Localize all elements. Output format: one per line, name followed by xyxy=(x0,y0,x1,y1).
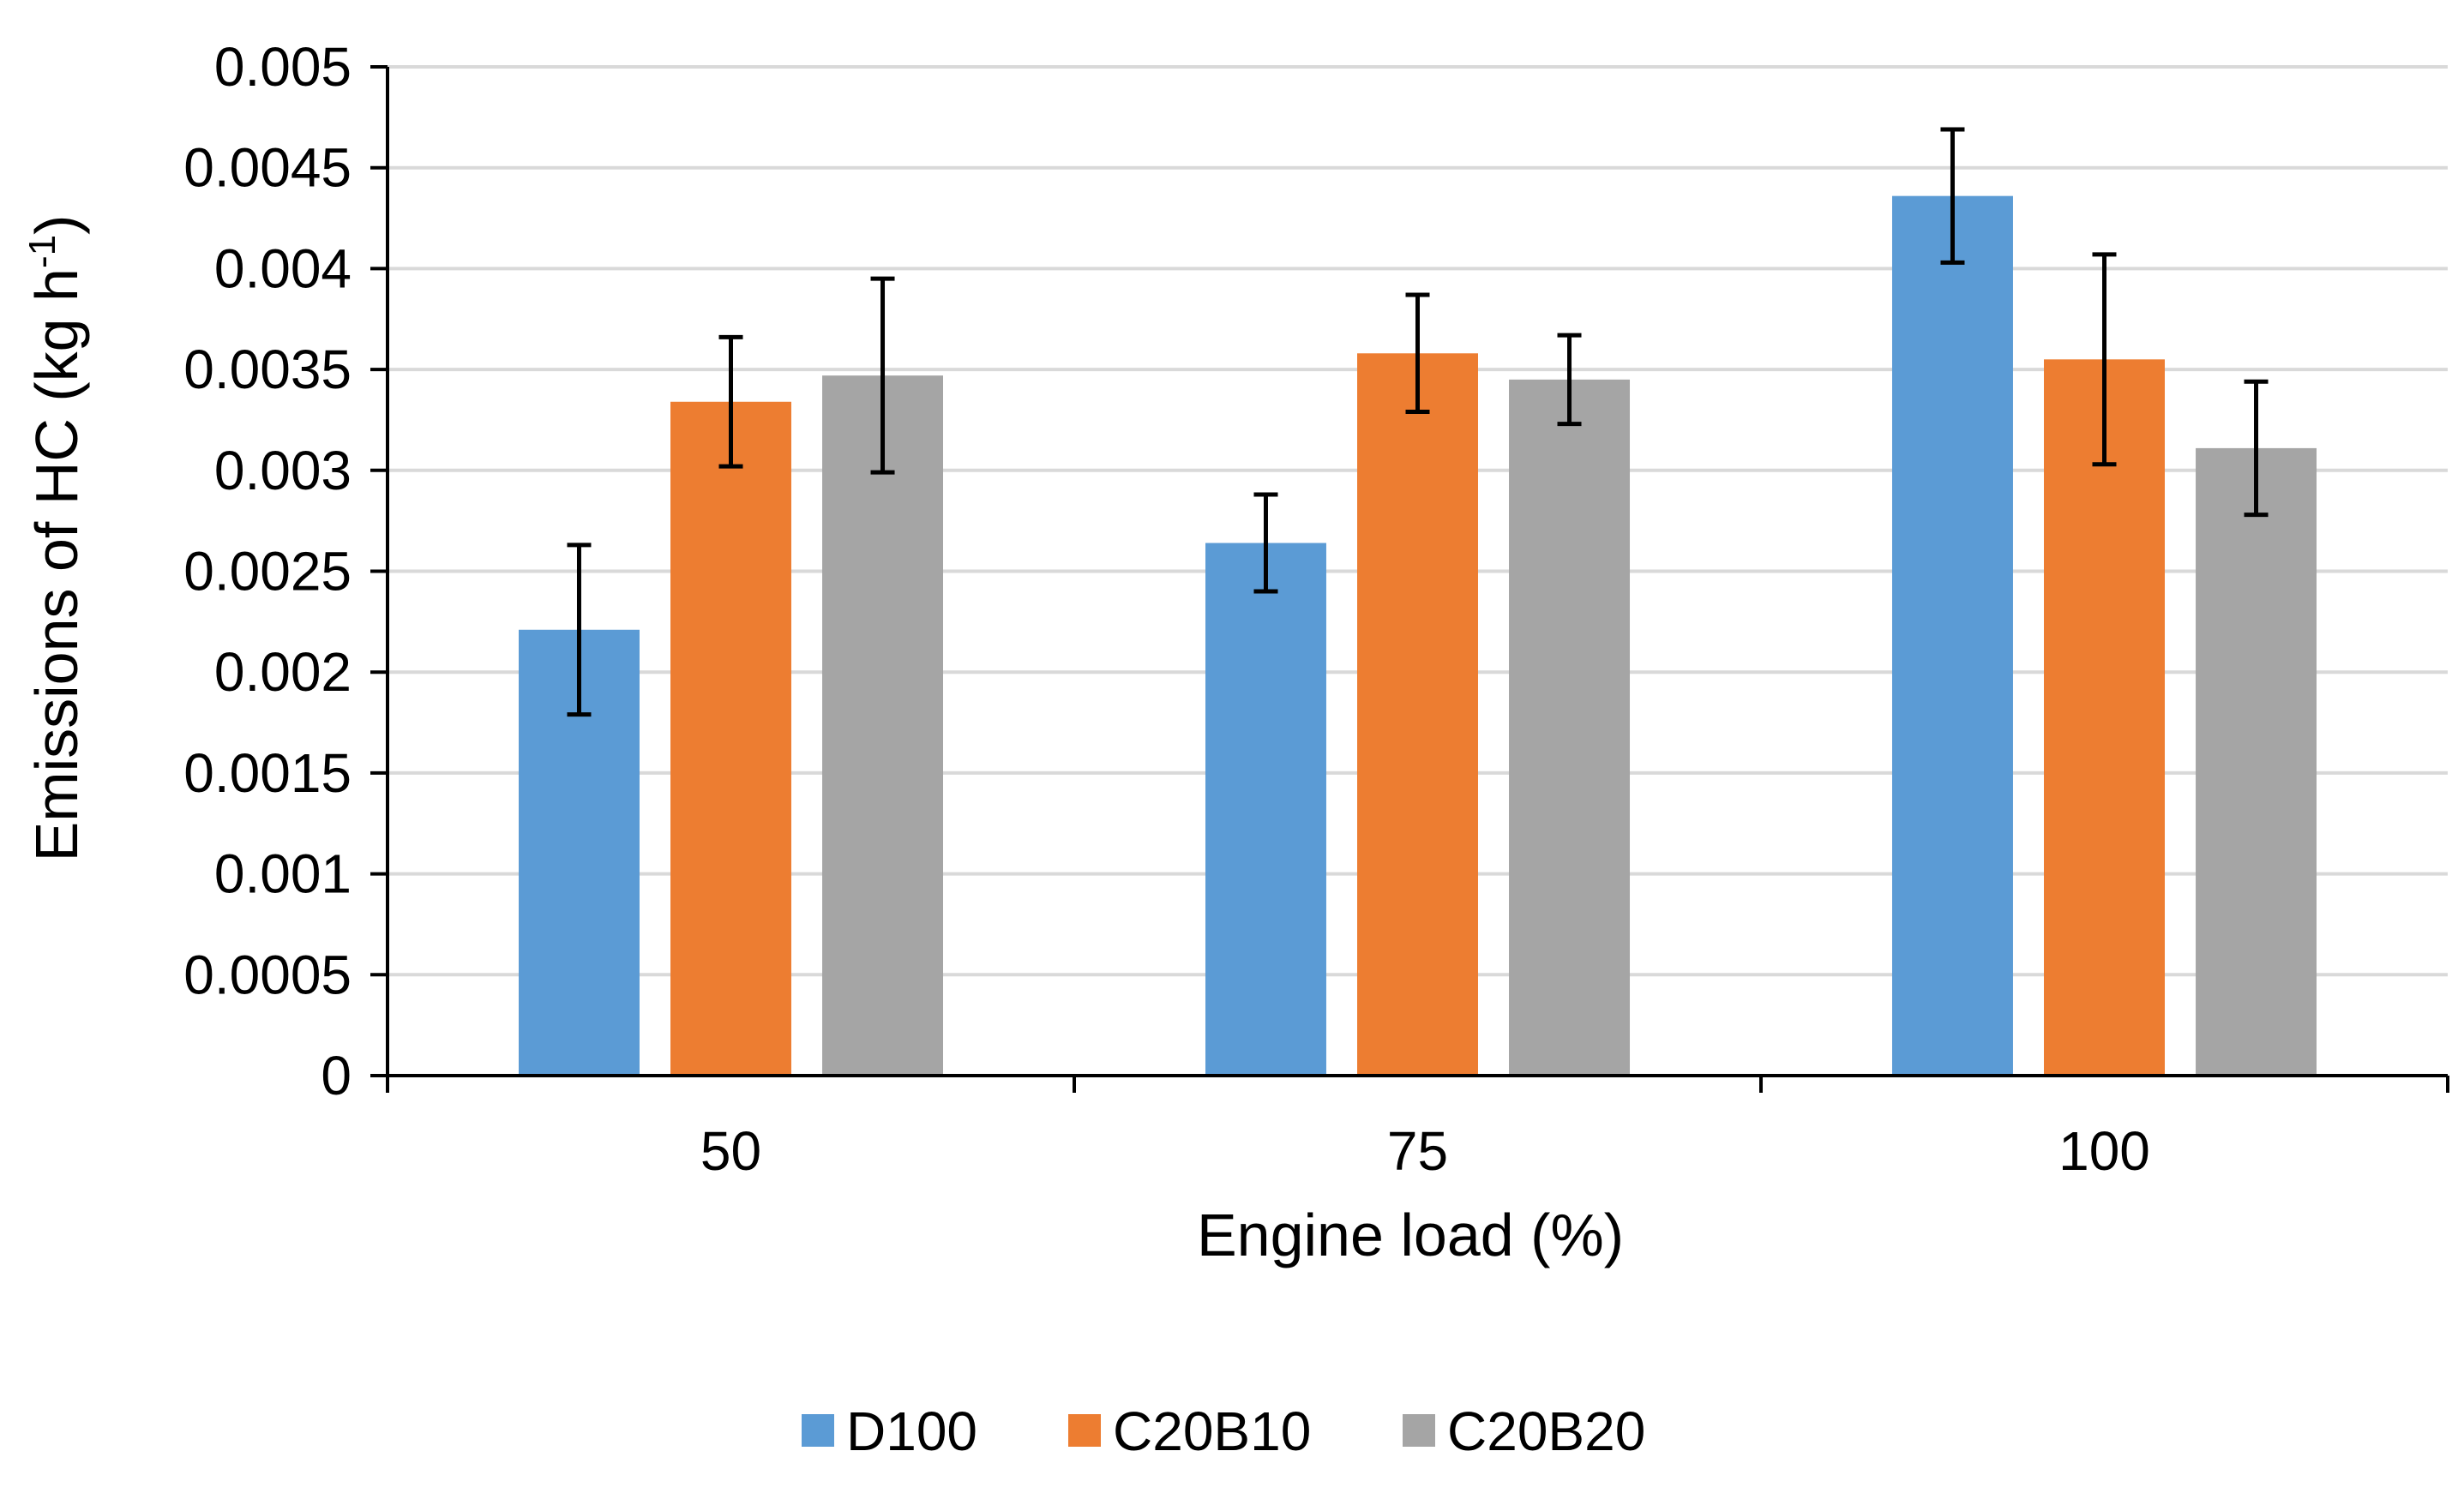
y-axis-title-main: Emissions of HC (kg h xyxy=(23,268,90,861)
legend-swatch xyxy=(1403,1414,1435,1447)
bar xyxy=(1509,379,1631,1076)
legend-label: C20B20 xyxy=(1447,1400,1645,1462)
y-tick-label: 0.0025 xyxy=(183,541,352,603)
y-tick-label: 0.0045 xyxy=(183,137,352,199)
y-tick-label: 0.0035 xyxy=(183,339,352,400)
legend-swatch xyxy=(1068,1414,1101,1447)
y-axis-title-close: ) xyxy=(23,215,90,235)
y-tick-label: 0.001 xyxy=(214,843,352,905)
bar xyxy=(822,375,944,1076)
y-axis-title-superscript: -1 xyxy=(21,235,63,268)
bar xyxy=(1891,195,2013,1076)
y-tick-label: 0.005 xyxy=(214,36,352,98)
legend: D100 C20B10 C20B20 xyxy=(802,1400,1645,1462)
tick-labels: 0 0.0005 0.001 0.0015 0.002 0.0025 0.003 0.0035… xyxy=(183,36,2150,1182)
legend-swatch xyxy=(802,1414,834,1447)
x-axis-title: Engine load (%) xyxy=(1197,1202,1624,1268)
y-tick-label: 0.004 xyxy=(214,237,352,299)
bar xyxy=(670,401,791,1076)
x-tick-label: 100 xyxy=(2058,1120,2150,1182)
y-tick-label: 0 xyxy=(321,1045,352,1106)
y-axis-title: Emissions of HC (kg h-1) xyxy=(21,215,90,862)
bar xyxy=(1205,543,1326,1076)
x-tick-label: 50 xyxy=(700,1120,761,1182)
axes xyxy=(370,65,2449,1093)
y-tick-label: 0.0005 xyxy=(183,944,352,1005)
bar xyxy=(2196,447,2317,1076)
legend-label: D100 xyxy=(846,1400,977,1462)
y-tick-label: 0.003 xyxy=(214,440,352,501)
y-tick-label: 0.002 xyxy=(214,641,352,703)
legend-label: C20B10 xyxy=(1113,1400,1311,1462)
bar xyxy=(1357,353,1478,1076)
x-tick-label: 75 xyxy=(1387,1120,1448,1182)
bar xyxy=(2044,359,2165,1076)
y-tick-label: 0.0015 xyxy=(183,742,352,804)
error-bars xyxy=(567,127,2269,717)
